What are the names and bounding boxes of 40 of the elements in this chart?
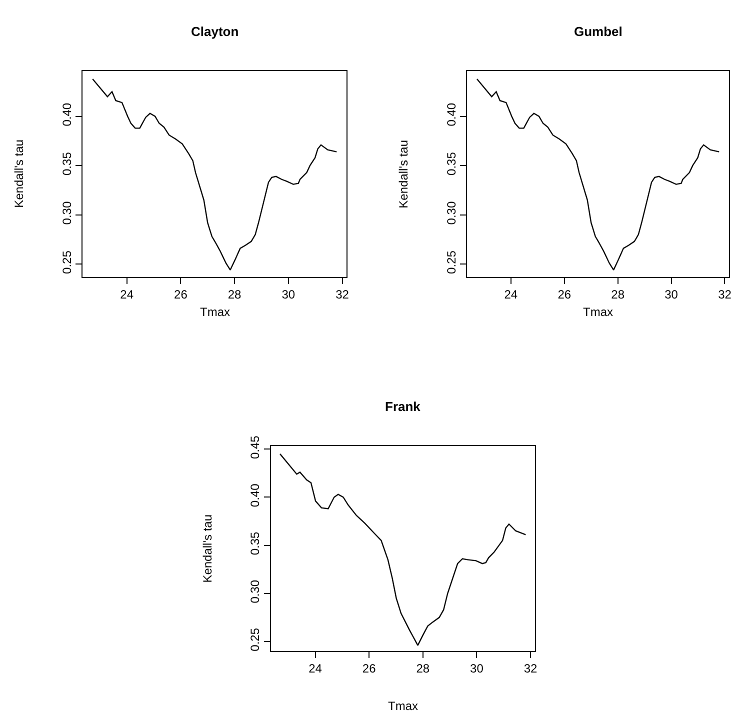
y-tick-label: 0.30 [248, 580, 262, 604]
y-tick-label: 0.30 [444, 201, 458, 225]
x-tick-label: 32 [336, 287, 350, 302]
chart-title: Gumbel [574, 24, 622, 39]
chart-title: Clayton [191, 24, 239, 39]
y-tick-label: 0.25 [60, 250, 74, 274]
chart-title: Frank [385, 399, 422, 414]
x-tick-label: 24 [308, 661, 322, 676]
x-axis-title: Tmax [583, 305, 613, 319]
x-tick-label: 26 [174, 287, 188, 302]
y-tick-label: 0.25 [444, 250, 458, 274]
y-tick-label: 0.45 [248, 435, 262, 460]
x-tick-label: 28 [228, 287, 242, 302]
x-tick-label: 26 [558, 287, 572, 302]
x-tick-label: 30 [282, 287, 296, 302]
x-axis-title: Tmax [388, 699, 418, 713]
x-tick-label: 26 [362, 661, 376, 676]
y-tick-label: 0.35 [60, 152, 74, 176]
line-series [92, 78, 338, 271]
y-tick-label: 0.35 [248, 531, 262, 556]
x-tick-label: 32 [718, 287, 732, 302]
line-series [279, 453, 526, 646]
y-tick-label: 0.40 [444, 102, 458, 126]
x-tick-label: 28 [611, 287, 625, 302]
y-tick-label: 0.40 [248, 483, 262, 508]
y-tick-label: 0.30 [60, 201, 74, 225]
y-tick-label: 0.35 [444, 152, 458, 176]
y-axis-title: Kendall's tau [396, 140, 410, 208]
x-tick-label: 32 [524, 661, 538, 676]
line-series [476, 78, 720, 271]
y-tick-label: 0.25 [248, 628, 262, 652]
y-tick-label: 0.40 [60, 102, 74, 126]
x-tick-label: 30 [470, 661, 484, 676]
x-tick-label: 24 [120, 287, 134, 302]
x-tick-label: 28 [416, 661, 430, 676]
y-axis-title: Kendall's tau [200, 514, 214, 583]
x-tick-label: 24 [504, 287, 518, 302]
x-axis-title: Tmax [200, 305, 230, 319]
x-tick-label: 30 [664, 287, 678, 302]
y-axis-title: Kendall's tau [12, 140, 26, 208]
